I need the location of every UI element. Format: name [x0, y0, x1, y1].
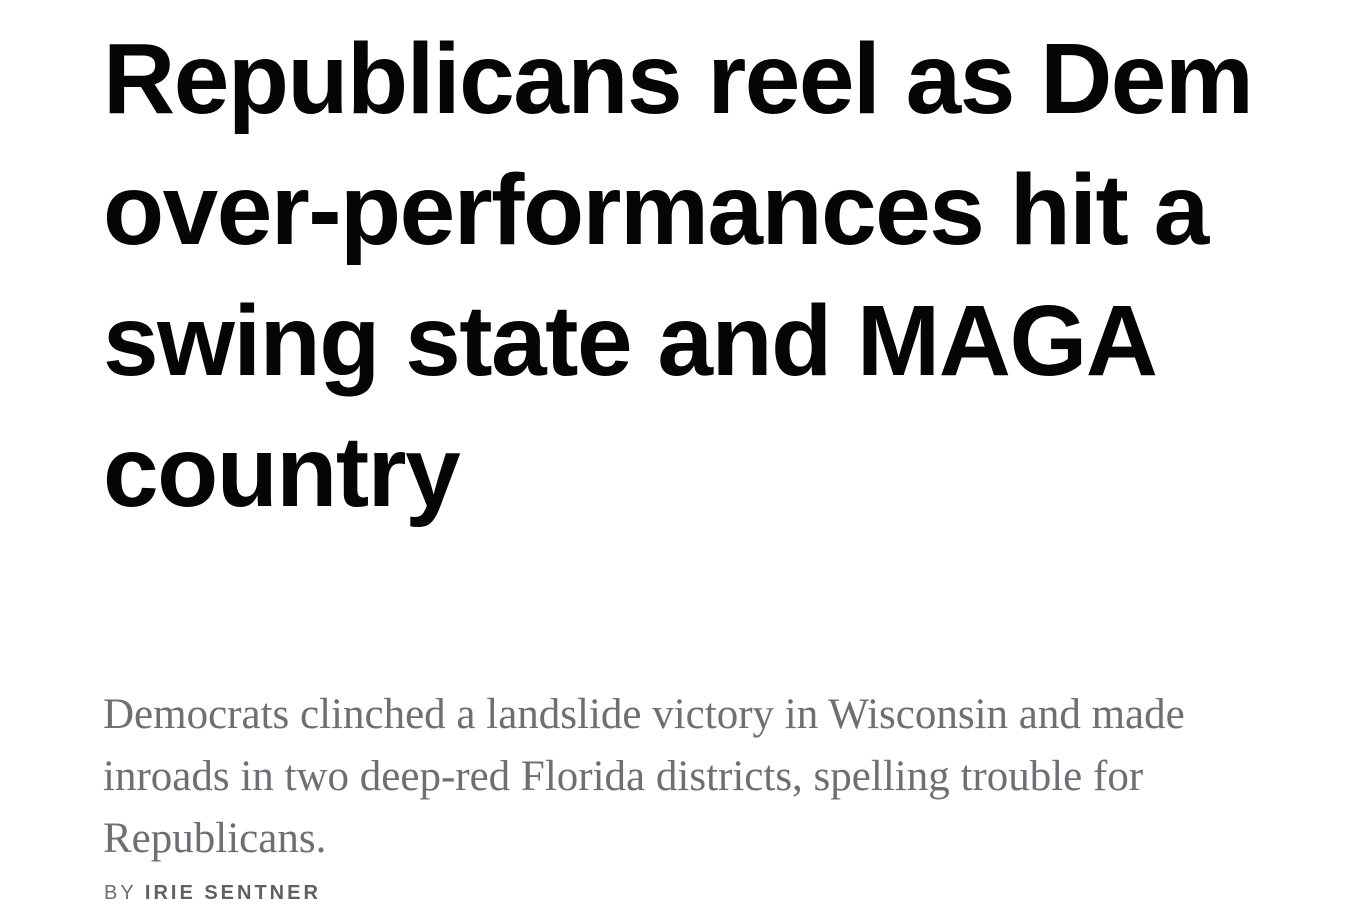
byline: BY IRIE SENTNER: [104, 882, 321, 905]
dek: Democrats clinched a landslide victory i…: [103, 691, 1185, 862]
headline: Republicans reel as Dem over-performance…: [103, 23, 1254, 528]
byline-author[interactable]: IRIE SENTNER: [144, 882, 321, 904]
byline-prefix: BY: [104, 882, 137, 904]
